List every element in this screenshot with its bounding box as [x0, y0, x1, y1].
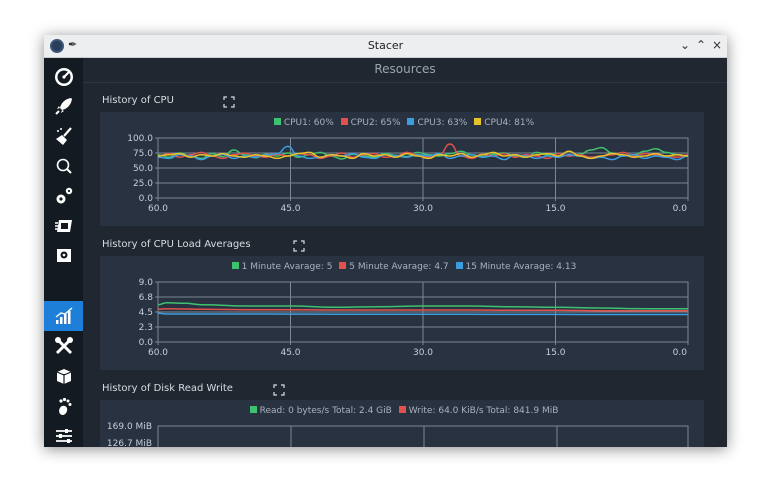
cpu-legend: CPU1: 60% CPU2: 65% CPU3: 63% CPU4: 81% [100, 118, 704, 128]
series-line-4 [157, 150, 689, 160]
legend-swatch-15min [455, 262, 463, 269]
sidebar-item-processes[interactable] [44, 211, 83, 241]
disk-y-tick-label: 126.7 MiB [107, 439, 152, 447]
legend-swatch-cpu4 [474, 118, 482, 125]
x-tick-label: 45.0 [280, 204, 300, 214]
cpu-history-title: History of CPU [102, 95, 174, 106]
disk-history-title: History of Disk Read Write [102, 383, 233, 394]
legend-cpu3: CPU3: 63% [417, 118, 468, 128]
series-line-2 [157, 307, 688, 312]
rocket-icon [54, 98, 72, 115]
y-tick-label: 75.0 [133, 149, 153, 159]
cpu-chart-panel: CPU1: 60% CPU2: 65% CPU3: 63% CPU4: 81% … [100, 112, 704, 226]
legend-swatch-read [249, 406, 257, 413]
y-tick-label: 0.0 [139, 338, 154, 348]
series-line-1 [157, 146, 689, 160]
x-tick-label: 60.0 [148, 348, 168, 358]
legend-swatch-cpu1 [273, 118, 281, 125]
x-tick-label: 0.0 [673, 204, 688, 214]
x-tick-label: 0.0 [673, 348, 688, 358]
x-tick-label: 45.0 [280, 348, 300, 358]
sidebar-item-search[interactable] [44, 151, 83, 181]
processor-icon [54, 220, 72, 232]
sidebar-item-uninstaller[interactable] [44, 241, 83, 271]
disk-y-tick-label: 169.0 MiB [107, 422, 152, 432]
gears-icon [56, 187, 72, 204]
series-line-3 [157, 145, 689, 161]
app-icon[interactable] [50, 39, 64, 53]
series-line-3 [157, 312, 688, 316]
package-icon [56, 369, 71, 384]
page-title: Resources [83, 58, 727, 83]
sidebar-item-resources[interactable] [44, 301, 83, 331]
legend-swatch-1min [231, 262, 239, 269]
stacer-window: ✒ Stacer ⌄ ⌃ × [44, 35, 727, 447]
sidebar-item-startup-apps[interactable] [44, 91, 83, 121]
disk-line-chart: 169.0 MiB 126.7 MiB [107, 422, 689, 447]
y-tick-label: 25.0 [133, 179, 153, 189]
y-tick-label: 2.3 [139, 323, 153, 333]
broom-icon [55, 127, 72, 145]
sidebar-item-helpers[interactable] [44, 331, 83, 361]
legend-swatch-5min [339, 262, 347, 269]
legend-cpu1: CPU1: 60% [283, 118, 334, 128]
sidebar-item-services[interactable] [44, 181, 83, 211]
sidebar-item-apt-repository[interactable] [44, 361, 83, 391]
disk-chart-panel: Read: 0 bytes/s Total: 2.4 GiB Write: 64… [100, 400, 704, 447]
legend-5min: 5 Minute Avarage: 4.7 [349, 262, 449, 272]
maximize-icon[interactable]: ⌃ [695, 38, 707, 52]
expand-icon[interactable] [293, 240, 305, 252]
minimize-icon[interactable]: ⌄ [679, 38, 691, 52]
y-tick-label: 50.0 [133, 164, 153, 174]
load-chart-panel: 1 Minute Avarage: 5 5 Minute Avarage: 4.… [100, 256, 704, 370]
legend-swatch-cpu3 [407, 118, 415, 125]
x-tick-label: 15.0 [545, 348, 565, 358]
speedometer-icon [54, 68, 73, 86]
legend-write: Write: 64.0 KiB/s Total: 841.9 MiB [408, 406, 559, 416]
close-icon[interactable]: × [711, 38, 723, 52]
x-tick-label: 15.0 [545, 204, 565, 214]
sidebar [44, 58, 83, 447]
sidebar-item-system-cleaner[interactable] [44, 121, 83, 151]
chart-icon [55, 307, 72, 324]
expand-icon[interactable] [223, 96, 235, 108]
legend-read: Read: 0 bytes/s Total: 2.4 GiB [259, 406, 392, 416]
legend-swatch-write [398, 406, 406, 413]
window-title: Stacer [367, 39, 404, 52]
load-line-chart: 60.0 45.0 30.0 15.0 0.0 9.0 6.8 4.5 2.3 0.0 [139, 278, 689, 358]
legend-15min: 15 Minute Avarage: 4.13 [465, 262, 577, 272]
y-tick-label: 6.8 [139, 293, 154, 303]
y-tick-label: 100.0 [127, 134, 153, 144]
sliders-icon [55, 429, 72, 443]
series-line-1 [157, 301, 688, 310]
expand-icon[interactable] [273, 384, 285, 396]
x-tick-label: 60.0 [148, 204, 168, 214]
x-tick-label: 30.0 [413, 348, 433, 358]
x-tick-label: 30.0 [413, 204, 433, 214]
title-bar: ✒ Stacer ⌄ ⌃ × [44, 35, 727, 58]
main-content: Resources History of CPU CPU1: 60% CPU2:… [83, 58, 727, 447]
tools-icon [54, 337, 73, 355]
sidebar-item-settings[interactable] [44, 421, 83, 447]
disk-icon [56, 249, 71, 262]
legend-cpu2: CPU2: 65% [350, 118, 401, 128]
legend-cpu4: CPU4: 81% [484, 118, 535, 128]
sidebar-item-gnome-settings[interactable] [44, 391, 83, 421]
cpu-line-chart: 60.0 45.0 30.0 15.0 0.0 100.0 75.0 50.0 25.0 0.0 [127, 134, 689, 214]
sidebar-item-dashboard[interactable] [44, 61, 83, 91]
load-history-title: History of CPU Load Averages [102, 239, 251, 250]
legend-swatch-cpu2 [340, 118, 348, 125]
search-icon [56, 158, 72, 174]
y-tick-label: 9.0 [139, 278, 154, 288]
y-tick-label: 0.0 [139, 194, 154, 204]
legend-1min: 1 Minute Avarage: 5 [241, 262, 333, 272]
load-legend: 1 Minute Avarage: 5 5 Minute Avarage: 4.… [100, 262, 704, 272]
pin-icon[interactable]: ✒ [68, 38, 78, 51]
y-tick-label: 4.5 [139, 308, 153, 318]
gnome-icon [58, 397, 71, 415]
disk-legend: Read: 0 bytes/s Total: 2.4 GiB Write: 64… [100, 406, 704, 416]
